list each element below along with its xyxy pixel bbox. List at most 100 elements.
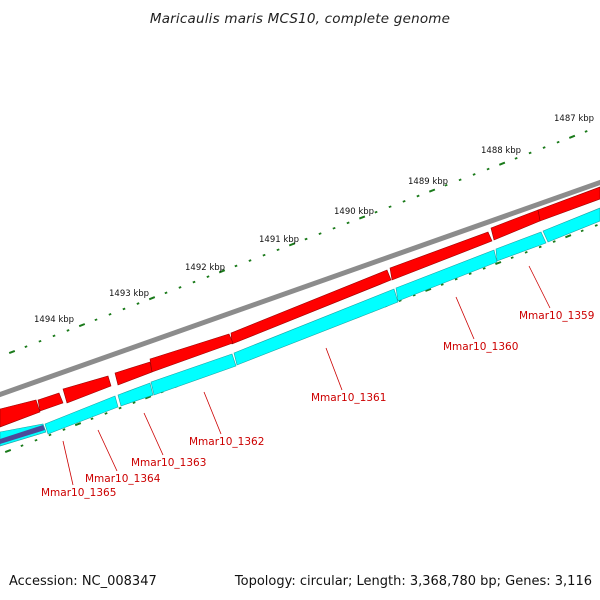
ruler-tick <box>552 240 556 243</box>
ruler-tick <box>398 299 402 302</box>
forward-cds[interactable] <box>37 392 64 412</box>
ruler-tick <box>24 345 28 348</box>
kbp-label: 1494 kbp <box>34 315 74 325</box>
ruler-tick <box>78 323 86 328</box>
ruler-tick <box>444 183 448 187</box>
ruler-tick <box>454 277 458 281</box>
ruler-tick <box>218 269 226 274</box>
ruler-tick <box>482 267 486 270</box>
kbp-label: 1488 kbp <box>481 146 521 156</box>
kbp-label: 1489 kbp <box>408 177 448 187</box>
ruler-tick <box>528 151 532 155</box>
ruler-tick <box>568 134 576 139</box>
ruler-tick <box>412 293 416 297</box>
ruler-tick <box>346 221 350 225</box>
leader-line <box>143 412 164 456</box>
kbp-label: 1492 kbp <box>185 263 225 273</box>
leader-line <box>203 391 222 435</box>
kbp-scale: 1487 kbp 1488 kbp 1489 kbp 1490 kbp 1491… <box>34 114 594 325</box>
ruler-tick <box>304 237 308 241</box>
gene-label[interactable]: Mmar10_1361 <box>311 392 386 404</box>
ruler-tick <box>458 178 462 182</box>
ruler-tick <box>556 140 560 144</box>
ruler-tick <box>468 272 472 276</box>
ruler-tick <box>52 334 56 338</box>
ruler-tick <box>148 296 156 301</box>
ruler-tick <box>428 188 436 193</box>
reverse-cds[interactable] <box>117 382 154 407</box>
forward-cds[interactable] <box>389 231 493 281</box>
ruler-tick <box>358 215 366 220</box>
kbp-label: 1490 kbp <box>334 207 374 217</box>
ruler-tick <box>498 161 506 166</box>
ruler-tick <box>332 226 336 230</box>
genome-summary: Topology: circular; Length: 3,368,780 bp… <box>234 574 592 589</box>
forward-strand-track <box>0 186 600 428</box>
gene-label[interactable]: Mmar10_1362 <box>189 436 264 448</box>
ruler-tick <box>262 253 266 257</box>
ruler-tick <box>594 224 598 227</box>
ruler-tick <box>38 339 42 343</box>
ruler-tick <box>318 232 322 235</box>
ruler-tick <box>122 307 126 311</box>
kbp-label: 1493 kbp <box>109 289 149 299</box>
ruler-ticks <box>4 130 598 454</box>
gene-label[interactable]: Mmar10_1363 <box>131 457 206 469</box>
leader-line <box>97 429 118 472</box>
leader-line <box>528 265 551 309</box>
ruler-tick <box>34 438 38 442</box>
ruler-tick <box>164 291 168 295</box>
ruler-tick <box>234 264 238 268</box>
ruler-tick <box>565 234 572 239</box>
reverse-cds[interactable] <box>395 249 498 302</box>
gene-labels: Mmar10_1359 Mmar10_1360 Mmar10_1361 Mmar… <box>41 310 594 499</box>
ruler-tick <box>108 313 112 316</box>
ruler-tick <box>510 256 514 259</box>
ruler-tick <box>90 417 94 421</box>
ruler-tick <box>104 412 108 415</box>
other-feature-bar <box>0 425 45 444</box>
ruler-tick <box>74 422 82 427</box>
reverse-cds[interactable] <box>44 395 119 435</box>
ruler-tick <box>66 329 70 332</box>
forward-cds[interactable] <box>114 361 153 386</box>
ruler-tick <box>206 275 210 278</box>
ruler-tick <box>486 167 490 171</box>
leader-line <box>325 347 343 391</box>
reverse-cds[interactable] <box>150 353 237 396</box>
accession-label: Accession: NC_008347 <box>9 574 157 589</box>
forward-cds[interactable] <box>62 375 112 404</box>
ruler-tick <box>472 173 476 176</box>
ruler-tick <box>4 448 12 454</box>
ruler-tick <box>178 286 182 289</box>
ruler-tick <box>416 194 420 198</box>
gene-label[interactable]: Mmar10_1359 <box>519 310 594 322</box>
ruler-tick <box>48 433 52 437</box>
ruler-tick <box>136 302 140 305</box>
kbp-label: 1487 kbp <box>554 114 594 124</box>
reverse-cds[interactable] <box>542 207 600 243</box>
ruler-tick <box>276 248 280 252</box>
forward-cds[interactable] <box>490 209 541 241</box>
gene-label[interactable]: Mmar10_1364 <box>85 473 161 485</box>
ruler-tick <box>440 283 444 286</box>
reverse-cds[interactable] <box>495 231 547 262</box>
ruler-tick <box>248 259 252 262</box>
gene-label[interactable]: Mmar10_1365 <box>41 487 116 499</box>
ruler-tick <box>580 229 584 233</box>
leader-line <box>62 440 74 486</box>
ruler-tick <box>132 401 136 404</box>
gene-leader-lines <box>62 265 551 486</box>
kbp-label: 1491 kbp <box>259 235 299 245</box>
ruler-tick <box>524 250 528 254</box>
ruler-tick <box>542 146 546 149</box>
ruler-tick <box>374 210 378 214</box>
ruler-tick <box>514 157 518 160</box>
gene-label[interactable]: Mmar10_1360 <box>443 341 518 353</box>
reverse-cds[interactable] <box>233 288 399 366</box>
ruler-tick <box>94 318 98 322</box>
ruler-tick <box>495 261 502 266</box>
ruler-tick <box>62 428 66 431</box>
forward-cds[interactable] <box>0 399 41 428</box>
ruler-tick <box>402 200 406 203</box>
